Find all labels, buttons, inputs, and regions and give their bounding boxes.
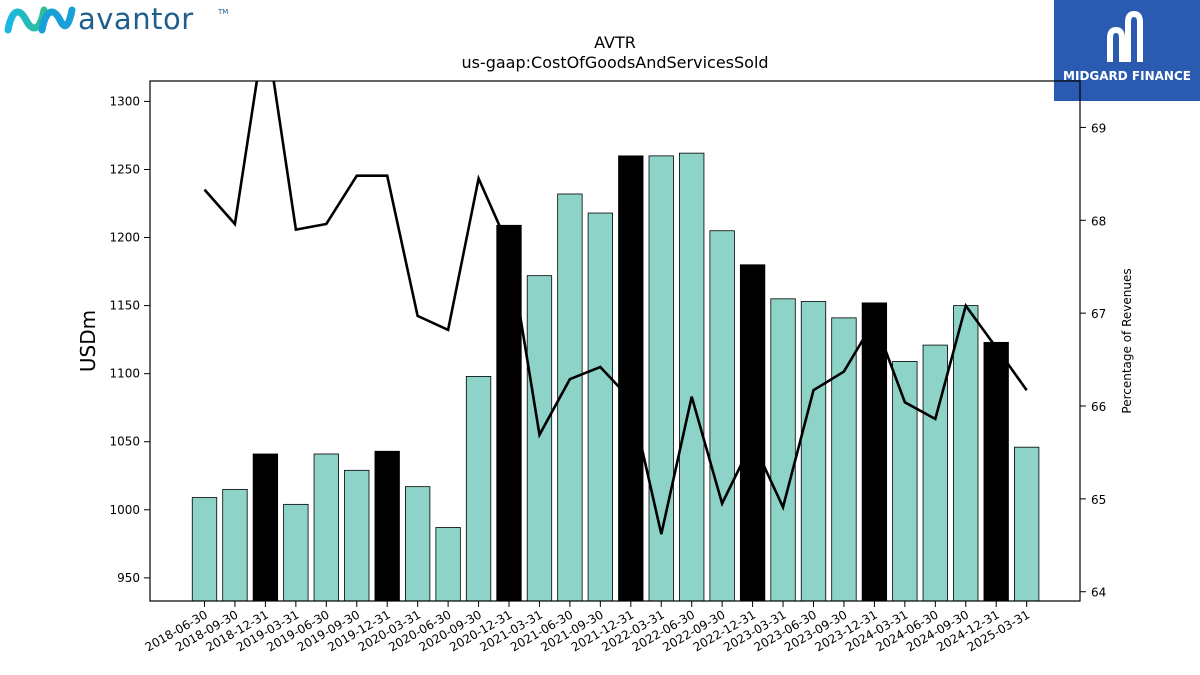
bar-2018-09-30 <box>222 488 248 602</box>
bar-2023-12-31 <box>861 302 888 602</box>
bar-2024-03-31 <box>892 361 918 602</box>
bar-2022-12-31 <box>739 264 766 602</box>
bar-2020-12-31 <box>496 224 522 602</box>
bar-2018-06-30 <box>191 497 218 602</box>
bar-2021-12-31 <box>618 155 644 602</box>
y-tick-label: 1050 <box>109 435 140 449</box>
bar-2023-09-30 <box>831 317 857 602</box>
chart-subtitle: us-gaap:CostOfGoodsAndServicesSold <box>461 53 768 72</box>
bar-2020-06-30 <box>435 527 461 602</box>
midgard-finance-badge: MIDGARD FINANCE <box>1054 0 1200 101</box>
y2-tick-label: 69 <box>1091 121 1106 135</box>
bar-2019-03-31 <box>283 503 309 602</box>
bar-2021-03-31 <box>526 275 553 602</box>
avantor-logo-mark <box>4 6 76 34</box>
y-tick-label: 950 <box>117 571 140 585</box>
y-tick-label: 1150 <box>109 299 140 313</box>
y-tick-label: 1100 <box>109 367 140 381</box>
y2-tick-label: 67 <box>1091 307 1106 321</box>
y2-axis-label: Percentage of Revenues <box>1120 268 1134 413</box>
plot-frame <box>149 80 1081 602</box>
bar-2023-06-30 <box>800 301 827 602</box>
bar-2019-06-30 <box>313 453 339 602</box>
bar-2020-09-30 <box>465 375 492 602</box>
left-axis-ticks: 950 1000 1050 1100 1150 1200 1250 1300 <box>109 94 150 585</box>
right-axis-ticks: 64 65 66 67 68 69 <box>1080 121 1106 600</box>
bar-2025-03-31 <box>1014 446 1040 602</box>
avantor-logo-trademark: TM <box>218 8 229 16</box>
bar-2020-03-31 <box>404 486 431 602</box>
avantor-logo: avantor TM <box>0 0 240 40</box>
bar-2022-09-30 <box>709 230 735 602</box>
y2-tick-label: 64 <box>1091 586 1106 600</box>
y2-tick-label: 65 <box>1091 493 1106 507</box>
bar-series <box>191 152 1040 602</box>
bar-2019-09-30 <box>344 469 370 602</box>
bar-2019-12-31 <box>374 450 400 602</box>
y-axis-label: USDm <box>76 310 100 372</box>
bar-2021-06-30 <box>557 193 583 602</box>
line-series <box>203 81 1028 535</box>
avantor-logo-text: avantor <box>78 2 194 36</box>
midgard-logo-icon <box>1107 10 1143 62</box>
bar-2018-12-31 <box>252 453 279 602</box>
y-tick-label: 1000 <box>109 503 140 517</box>
y2-tick-label: 66 <box>1091 400 1106 414</box>
percentage-line <box>203 81 1028 535</box>
y-tick-label: 1200 <box>109 231 140 245</box>
bar-2024-12-31 <box>983 341 1009 602</box>
y2-tick-label: 68 <box>1091 214 1106 228</box>
y-tick-label: 1250 <box>109 162 140 176</box>
chart-title: AVTR <box>594 33 636 52</box>
x-axis-ticks: 2018-06-302018-09-302018-12-312019-03-31… <box>143 601 1032 654</box>
bar-2021-09-30 <box>587 212 613 602</box>
y-tick-label: 1300 <box>109 94 140 108</box>
bar-2024-09-30 <box>953 305 979 602</box>
midgard-finance-text: MIDGARD FINANCE <box>1063 69 1191 83</box>
bar-2023-03-31 <box>770 298 796 602</box>
bar-2022-06-30 <box>679 152 705 602</box>
